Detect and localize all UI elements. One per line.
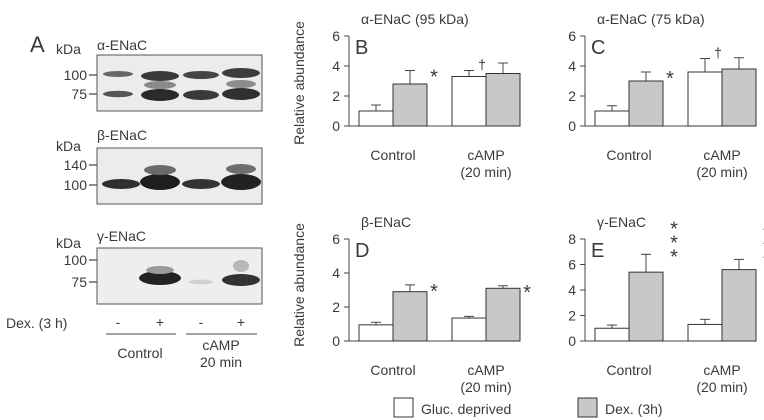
panel-e-ytick-label: 8 [568,231,576,247]
panel-c-chart: 0 2 4 6Cα-ENaC (75 kDa) Control cAMP(20 min) *… [568,11,757,180]
panel-e-bar [628,271,664,342]
panel-b-category-label: cAMP [467,147,504,163]
blot-gamma-marker-100: 100 [64,252,88,268]
panel-b-bar [485,73,521,127]
legend: Gluc. deprived Dex. (3h) [393,397,663,418]
ylabel-top: Relative abundance [291,21,307,145]
group-control-label: Control [117,345,162,361]
panel-e-letter: E [591,240,604,262]
blot-gamma-kda: kDa [56,235,81,251]
panel-b-bar [392,83,428,127]
panel-d-category-label: Control [370,362,415,378]
panel-c-bar [687,71,723,127]
panel-d-ytick-label: 6 [332,231,340,247]
legend-swatch-gluc [393,397,414,418]
panel-c-significance-mark: * [666,68,674,90]
panel-d-title: β-ENaC [361,214,411,230]
lane-2-sign: + [156,314,164,330]
panel-c-category-label: Control [606,147,651,163]
group-camp-sublabel: 20 min [200,354,242,370]
panel-e-bar [687,323,723,342]
panel-d-bar [358,324,394,342]
panel-b-dagger-mark: † [478,57,486,73]
blot-beta-kda: kDa [56,138,81,154]
legend-swatch-dex [577,397,598,418]
panel-e-significance-mark: * [670,246,678,268]
panel-e-ytick-label: 0 [568,333,576,349]
lane-1-sign: - [116,314,121,330]
panel-c-dagger-mark: † [714,45,722,61]
panel-d-ytick-label: 0 [332,333,340,349]
panel-e-ytick-label: 6 [568,257,576,273]
blot-beta-marker-140: 140 [64,157,88,173]
panel-b-letter: B [355,37,368,59]
ylabel-bottom: Relative abundance [291,223,307,347]
panel-c-ytick-label: 2 [568,88,576,104]
panel-c-letter: C [591,37,605,59]
lane-4-sign: + [237,314,245,330]
blot-gamma-marker-75: 75 [71,274,87,290]
panel-e-bar [594,327,630,342]
panel-d-significance-mark: * [430,281,438,303]
panel-b-category-sublabel: (20 min) [460,164,511,180]
blot-alpha-title: α-ENaC [97,37,147,53]
blot-beta-marker-100: 100 [64,177,88,193]
panel-b-bar [358,110,394,127]
panel-d-category-sublabel: (20 min) [460,379,511,395]
legend-label-dex: Dex. (3h) [605,401,663,417]
panel-b-title: α-ENaC (95 kDa) [361,11,469,27]
panel-e-ytick-label: 4 [568,282,576,298]
panel-e-category-sublabel: (20 min) [696,379,747,395]
panel-e-significance-mark: * [670,218,678,240]
panel-c-category-label: cAMP [703,147,740,163]
panel-c-bar [594,110,630,127]
panel-e-category-label: Control [606,362,651,378]
panel-d-bar [485,287,521,342]
panel-b-significance-mark: * [430,67,438,89]
panel-e-title: γ-ENaC [597,214,646,230]
panel-c-bar [721,68,757,127]
group-camp-label: cAMP [202,337,239,353]
panel-c-ytick-label: 6 [568,28,576,44]
panel-d-ytick-label: 4 [332,265,340,281]
blot-beta-image [96,147,263,205]
panel-c-ytick-label: 4 [568,58,576,74]
blot-alpha-marker-100: 100 [64,67,88,83]
panel-c-title: α-ENaC (75 kDa) [597,11,705,27]
panel-e-ytick-label: 2 [568,308,576,324]
panel-b-ytick-label: 2 [332,88,340,104]
panel-c-ytick-label: 0 [568,118,576,134]
panel-b-ytick-label: 4 [332,58,340,74]
panel-d-category-label: cAMP [467,362,504,378]
panel-d-ytick-label: 2 [332,299,340,315]
panel-e-bar [721,269,757,342]
blot-beta-title: β-ENaC [97,127,147,143]
blot-gamma-title: γ-ENaC [97,228,146,244]
panel-d-chart: 0 2 4 6Dβ-ENaC Control cAMP(20 min) * * [332,214,531,395]
panel-d-bar [392,291,428,342]
panel-b-ytick-label: 0 [332,118,340,134]
blot-alpha-kda: kDa [56,41,81,57]
panel-d-bar [451,317,487,342]
panel-b-ytick-label: 6 [332,28,340,44]
blot-gamma-image [96,247,263,305]
panel-d-significance-mark: * [523,282,531,304]
panel-b-bar [451,76,487,127]
legend-label-gluc: Gluc. deprived [421,401,511,417]
treatment-label: Dex. (3 h) [6,315,67,331]
lane-3-sign: - [199,314,204,330]
blot-alpha-marker-75: 75 [71,86,87,102]
panel-b-category-label: Control [370,147,415,163]
panel-a-letter: A [30,32,45,57]
panel-c-bar [628,80,664,127]
panel-c-category-sublabel: (20 min) [696,164,747,180]
panel-d-letter: D [355,240,369,262]
panel-e-category-label: cAMP [703,362,740,378]
panel-b-chart: 0 2 4 6Bα-ENaC (95 kDa) Control cAMP(20 min) *… [332,11,521,180]
blot-alpha-image [96,54,263,112]
panel-e-significance-mark: * [670,232,678,254]
